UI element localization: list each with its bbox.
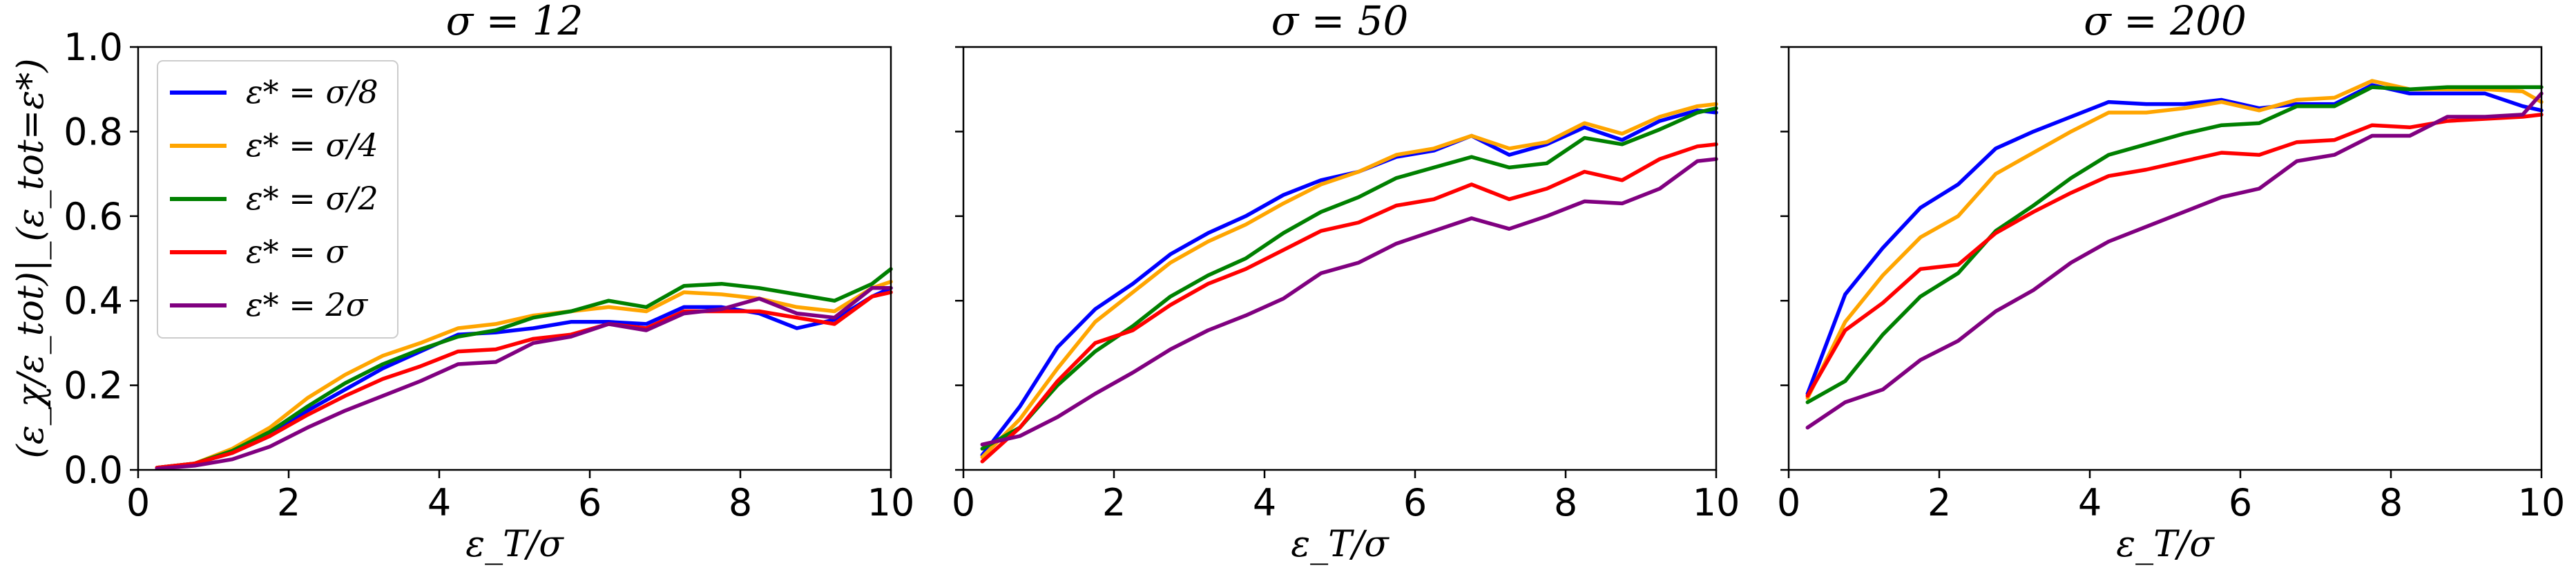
- x-tick-label: 2: [277, 481, 300, 524]
- y-axis-label: (ε_χ/ε_tot)|_(ε_tot=ε*): [10, 58, 52, 458]
- x-tick-label: 0: [126, 481, 150, 524]
- plot-frame: [1787, 46, 2543, 471]
- legend-entry: ε* = σ/2: [246, 180, 378, 217]
- x-tick-label: 8: [1554, 481, 1577, 524]
- x-tick-label: 4: [1253, 481, 1276, 524]
- series-line-4: [1805, 113, 2544, 398]
- x-tick-label: 4: [2078, 481, 2102, 524]
- legend-entry: ε* = σ: [246, 233, 348, 270]
- chart-panel-3: 0 2 4 6 8 10 σ = 200 ε_T/σ: [1777, 0, 2566, 565]
- series-line-2: [155, 279, 893, 470]
- chart-panel-1: 0 2 4 6 8 10 0.0 0.2 0.4 0.6 0.8 1.0 σ = 12 ε_T/σ (ε_χ…: [10, 0, 914, 565]
- chart-title: σ = 50: [1271, 0, 1409, 44]
- x-tick-label: 10: [867, 481, 915, 524]
- series-line-2: [980, 102, 1718, 460]
- legend: ε* = σ/8 ε* = σ/4 ε* = σ/2 ε* = σ ε* = 2σ: [157, 60, 398, 339]
- chart-panel-2: 0 2 4 6 8 10 σ = 50 ε_T/σ: [952, 0, 1740, 565]
- x-tick-label: 6: [578, 481, 602, 524]
- y-tick-label: 0.0: [64, 448, 123, 492]
- x-axis-label: ε_T/σ: [1291, 524, 1390, 565]
- y-tick-label: 1.0: [64, 26, 123, 69]
- x-tick-label: 2: [1928, 481, 1951, 524]
- series-line-4: [155, 290, 893, 470]
- series-line-3: [980, 106, 1718, 451]
- series-line-5: [155, 286, 893, 471]
- x-tick-label: 6: [2229, 481, 2252, 524]
- series-line-5: [1805, 91, 2544, 430]
- y-tick-label: 0.4: [64, 279, 123, 323]
- y-tick-label: 0.2: [64, 364, 123, 408]
- x-tick-label: 0: [1777, 481, 1800, 524]
- series-line-1: [980, 108, 1718, 457]
- series-line-2: [1805, 79, 2544, 400]
- legend-box: [157, 60, 398, 339]
- chart-title: σ = 12: [446, 0, 584, 44]
- x-tick-label: 4: [427, 481, 451, 524]
- x-tick-label: 10: [1693, 481, 1740, 524]
- series-line-3: [155, 267, 893, 470]
- x-tick-label: 8: [2379, 481, 2403, 524]
- x-tick-label: 10: [2518, 481, 2566, 524]
- legend-entry: ε* = 2σ: [246, 286, 369, 323]
- chart-title: σ = 200: [2084, 0, 2247, 44]
- y-tick-label: 0.6: [64, 195, 123, 238]
- x-axis-label: ε_T/σ: [465, 524, 564, 565]
- x-tick-label: 0: [952, 481, 975, 524]
- x-tick-label: 2: [1102, 481, 1126, 524]
- series-line-1: [1805, 83, 2544, 396]
- plot-frame: [137, 46, 892, 471]
- legend-entry: ε* = σ/8: [246, 73, 378, 111]
- y-tick-label: 0.8: [64, 110, 123, 153]
- series-line-3: [1805, 85, 2544, 404]
- legend-entry: ε* = σ/4: [246, 126, 378, 164]
- x-tick-label: 8: [729, 481, 752, 524]
- plot-frame: [962, 46, 1718, 471]
- x-axis-label: ε_T/σ: [2116, 524, 2215, 565]
- series-line-5: [980, 157, 1718, 447]
- chart-panels: 0 2 4 6 8 10 0.0 0.2 0.4 0.6 0.8 1.0 σ = 12 ε_T/σ (ε_χ…: [10, 0, 2565, 565]
- series-line-4: [980, 142, 1718, 464]
- x-tick-label: 6: [1403, 481, 1427, 524]
